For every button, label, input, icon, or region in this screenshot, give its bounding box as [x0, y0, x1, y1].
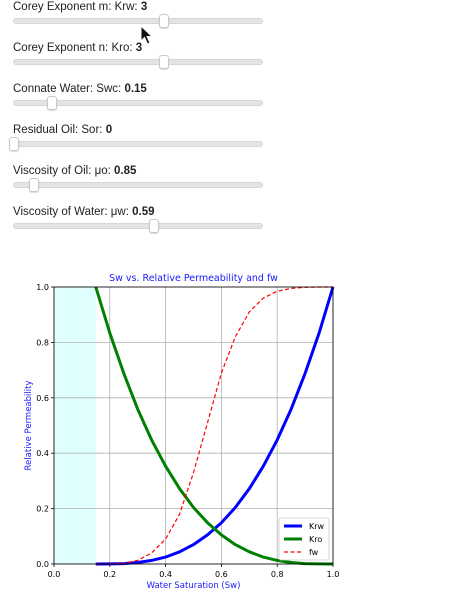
slider-value: 0 [105, 124, 113, 136]
slider-label-text: Residual Oil: Sor: [13, 124, 106, 136]
x-tick-label: 0.2 [103, 570, 116, 579]
slider-value: 0.85 [114, 165, 137, 177]
arrow-pointer-icon [140, 25, 154, 45]
slider-label-text: Connate Water: Swc: [13, 83, 125, 95]
slider-value: 3 [140, 1, 148, 13]
relperm-chart: 0.00.0 0.2 0.2 0.4 0.4 0.6 0.6 0.8 0.8 1.0 1.0 Sw v… [24, 273, 340, 591]
slider-group: Viscosity of Oil: μo: 0.85 [13, 164, 273, 200]
slider-label-text: Viscosity of Oil: μo: [13, 165, 115, 177]
slider-track[interactable] [13, 55, 263, 69]
plot-frame [53, 286, 334, 565]
x-tick-label: 0.0 [48, 570, 61, 579]
slider-label: Corey Exponent m: Krw: 3 [13, 0, 147, 14]
slider-group: Corey Exponent m: Krw: 3 [13, 0, 273, 36]
slider-group: Residual Oil: Sor: 0 [9, 123, 273, 159]
y-tick-label: 1.0 [36, 283, 49, 292]
slider-label: Residual Oil: Sor: 0 [13, 123, 112, 137]
slider-value: 3 [135, 42, 143, 54]
series-line-kro [94, 286, 334, 566]
slider-track[interactable] [13, 14, 263, 28]
slider-label: Viscosity of Water: μw: 0.59 [13, 205, 155, 219]
slider-track[interactable] [9, 137, 263, 151]
slider-group: Viscosity of Water: μw: 0.59 [13, 205, 273, 241]
slider-handle[interactable] [29, 178, 39, 192]
slider-label-text: Viscosity of Water: μw: [13, 206, 133, 218]
legend-label-kro: Kro [309, 535, 322, 544]
y-tick-label: 0.0 [36, 560, 49, 569]
slider-value: 0.15 [124, 83, 147, 95]
slider-group: Corey Exponent n: Kro: 3 [13, 41, 273, 77]
slider-handle[interactable] [46, 96, 57, 110]
slider-label: Viscosity of Oil: μo: 0.85 [13, 164, 136, 178]
chart-container: 0.0 0.0 0.2 0.2 0.4 0.4 0.6 0.6 0.8 0.8 1.0 1.0 Sw v… [0, 266, 470, 595]
x-tick-label: 0.8 [271, 570, 284, 579]
slider-handle[interactable] [9, 137, 19, 151]
x-tick-label: 0.6 [215, 570, 228, 579]
y-axis-label: Relative Permeability [24, 381, 34, 471]
slider-label-text: Corey Exponent m: Krw: [13, 1, 141, 13]
x-axis-label: Water Saturation (Sw) [147, 581, 241, 591]
legend-label-fw: fw [309, 548, 319, 557]
slider-track[interactable] [13, 219, 263, 233]
slider-handle[interactable] [159, 14, 169, 28]
series-line-fw [95, 286, 333, 565]
slider-track[interactable] [13, 178, 263, 192]
x-tick-label: 0.4 [159, 570, 172, 579]
y-tick-label: 0.6 [36, 394, 49, 403]
slider-value: 0.59 [132, 206, 155, 218]
slider-handle[interactable] [149, 219, 159, 233]
legend-label-krw: Krw [309, 522, 325, 531]
legend-box [278, 517, 330, 561]
chart-title: Sw vs. Relative Permeability and fw [109, 273, 278, 284]
slider-label: Connate Water: Swc: 0.15 [13, 82, 147, 96]
y-tick-label: 0.2 [36, 505, 49, 514]
slider-track[interactable] [13, 96, 263, 110]
y-tick-label: 0.4 [36, 449, 49, 458]
x-tick-label: 1.0 [327, 570, 340, 579]
slider-label-text: Corey Exponent n: Kro: [13, 42, 136, 54]
slider-group: Connate Water: Swc: 0.15 [13, 82, 273, 118]
slider-label: Corey Exponent n: Kro: 3 [13, 41, 142, 55]
y-tick-label: 0.8 [36, 338, 49, 347]
connate-water-region [54, 287, 96, 564]
slider-handle[interactable] [159, 55, 169, 69]
